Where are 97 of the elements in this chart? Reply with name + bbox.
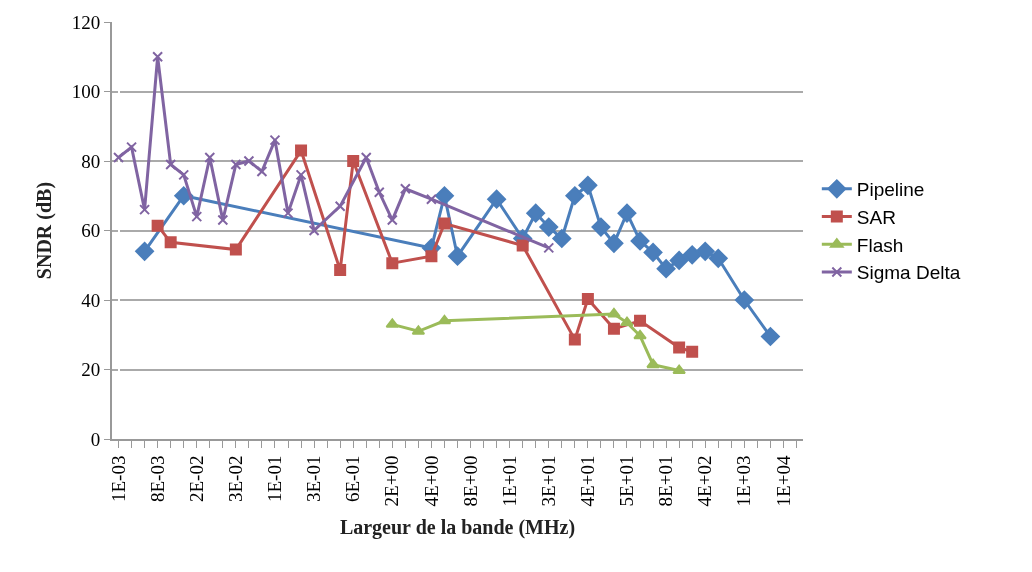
point xyxy=(617,203,637,223)
x-tick-label: 2E-02 xyxy=(185,455,207,503)
legend-label: SAR xyxy=(856,206,896,228)
y-tick-label: 60 xyxy=(81,220,101,242)
point xyxy=(191,211,203,223)
y-tick-label: 20 xyxy=(81,359,101,381)
point xyxy=(673,341,686,354)
point xyxy=(164,236,177,249)
point xyxy=(152,51,164,63)
point xyxy=(347,155,360,167)
x-tick-label: 5E+01 xyxy=(616,455,638,507)
point xyxy=(165,158,177,170)
legend-label: Flash xyxy=(856,234,904,256)
point xyxy=(373,186,385,198)
x-tick-label: 4E+00 xyxy=(420,455,442,507)
point xyxy=(656,259,676,279)
y-tick-label: 0 xyxy=(90,428,101,450)
point xyxy=(282,207,294,219)
point xyxy=(448,246,467,266)
point xyxy=(682,245,702,265)
point xyxy=(334,200,346,212)
point xyxy=(360,152,372,164)
point xyxy=(565,186,585,206)
point xyxy=(487,189,507,209)
point xyxy=(435,186,454,206)
point xyxy=(760,327,780,346)
point xyxy=(139,204,151,216)
point xyxy=(604,233,624,253)
point xyxy=(516,239,529,252)
point xyxy=(425,250,438,263)
point xyxy=(230,158,242,170)
x-tick-label: 3E-01 xyxy=(303,455,325,503)
point xyxy=(607,307,621,318)
x-tick-label: 3E+01 xyxy=(537,455,559,507)
point xyxy=(543,242,555,254)
point xyxy=(295,144,308,157)
point xyxy=(217,214,229,226)
point xyxy=(438,217,451,230)
point xyxy=(578,175,598,195)
x-tick-label: 6E-01 xyxy=(342,455,364,503)
x-tick-label: 1E-03 xyxy=(107,455,129,503)
point xyxy=(607,322,620,335)
x-tick-label: 2E+00 xyxy=(381,455,403,507)
x-tick-label: 1E-01 xyxy=(264,455,286,503)
x-tick-label: 1E+03 xyxy=(733,455,755,507)
point xyxy=(135,241,155,261)
legend-label: Sigma Delta xyxy=(856,262,961,284)
point xyxy=(591,217,611,237)
point xyxy=(539,217,559,237)
point xyxy=(386,257,399,270)
x-tick-label: 8E+01 xyxy=(655,455,677,507)
point xyxy=(552,229,572,248)
point xyxy=(634,314,647,327)
point xyxy=(526,203,546,223)
point xyxy=(229,243,242,256)
x-tick-label: 4E+02 xyxy=(694,455,716,507)
point xyxy=(126,141,138,153)
legend-label: Pipeline xyxy=(856,179,925,201)
x-axis-title: Largeur de la bande (MHz) xyxy=(339,516,576,540)
y-tick-label: 40 xyxy=(81,289,101,311)
point xyxy=(630,231,650,251)
point xyxy=(399,183,411,195)
point xyxy=(708,248,728,268)
x-tick-label: 8E-03 xyxy=(146,455,168,503)
y-tick-label: 80 xyxy=(81,150,101,172)
point xyxy=(695,241,715,261)
x-tick-label: 8E+00 xyxy=(459,455,481,507)
point xyxy=(669,250,689,270)
point xyxy=(178,169,190,181)
x-tick-label: 3E-02 xyxy=(225,455,247,503)
point xyxy=(620,316,634,327)
point xyxy=(269,134,281,146)
x-tick-label: 1E+04 xyxy=(772,455,794,507)
point xyxy=(633,329,647,340)
point xyxy=(113,152,125,164)
point xyxy=(646,358,660,369)
point xyxy=(734,290,754,310)
point xyxy=(437,314,452,325)
y-tick-label: 100 xyxy=(71,81,101,103)
y-axis-title: SNDR (dB) xyxy=(32,181,56,280)
point xyxy=(243,155,255,167)
point xyxy=(204,152,216,164)
point xyxy=(295,169,307,181)
point xyxy=(334,264,347,277)
point xyxy=(686,345,699,358)
point xyxy=(425,193,437,205)
point xyxy=(308,225,320,236)
point xyxy=(672,364,686,375)
point xyxy=(386,214,398,226)
x-tick-label: 1E+01 xyxy=(498,455,520,507)
x-tick-label: 4E+01 xyxy=(577,455,599,507)
point xyxy=(256,165,268,177)
point xyxy=(643,242,663,262)
y-tick-label: 120 xyxy=(71,11,101,33)
point xyxy=(151,219,164,232)
point xyxy=(568,333,581,346)
point xyxy=(581,292,594,305)
